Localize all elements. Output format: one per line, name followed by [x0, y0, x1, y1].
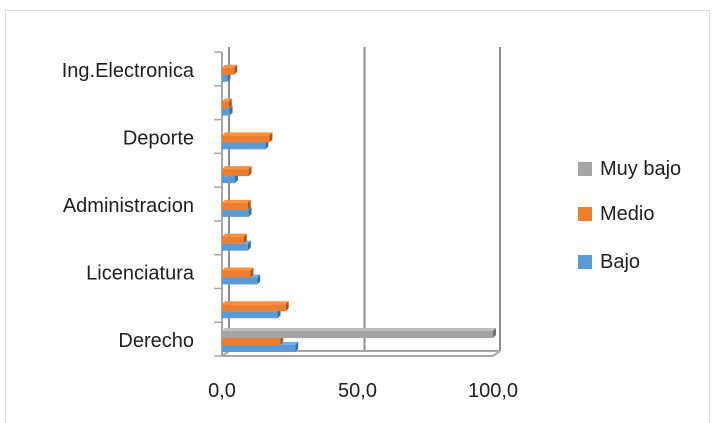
bar-bajo-7-side: [229, 105, 233, 116]
bar-medio-3: [222, 236, 244, 244]
bar-bajo-2-side: [257, 274, 261, 285]
bar-medio-5-side: [248, 166, 252, 177]
bar-muy-bajo-0: [222, 331, 493, 338]
bar-medio-3-top: [222, 233, 247, 237]
bar-medio-0: [222, 338, 281, 345]
category-label-derecho: Derecho: [118, 330, 194, 352]
bar-medio-6-side: [269, 132, 273, 143]
bar-bajo-2: [222, 277, 258, 285]
category-label-licenciatura: Licenciatura: [86, 263, 195, 285]
legend-label-muy-bajo: Muy bajo: [600, 158, 681, 180]
bar-muy-bajo-0-top: [222, 328, 496, 331]
bar-medio-8-top: [222, 64, 238, 68]
x-tick-label-0: 0,0: [208, 380, 236, 402]
chart-frame-top: [5, 10, 710, 11]
bar-medio-3-side: [243, 233, 247, 244]
bar-bajo-1: [222, 311, 278, 319]
floor-edge-right: [492, 350, 501, 357]
bar-medio-1: [222, 304, 286, 312]
bar-bajo-8: [222, 74, 228, 82]
bar-medio-2: [222, 270, 251, 278]
bar-bajo-7: [222, 108, 230, 116]
bar-bajo-4: [222, 209, 249, 217]
bar-medio-8: [222, 67, 235, 75]
bar-medio-5: [222, 169, 249, 177]
legend-label-medio: Medio: [600, 203, 654, 225]
bar-medio-1-side: [285, 301, 289, 312]
bar-medio-6: [222, 135, 270, 143]
bar-medio-7-side: [228, 98, 232, 109]
bar-bajo-3: [222, 243, 248, 251]
category-label-administracion: Administracion: [63, 195, 194, 217]
bar-medio-4-side: [247, 199, 251, 210]
bar-bajo-4-side: [248, 206, 252, 217]
bar-medio-2-top: [222, 267, 254, 271]
category-label-ing-electronica: Ing.Electronica: [62, 60, 195, 82]
legend-label-bajo: Bajo: [600, 251, 640, 273]
bar-bajo-5: [222, 176, 236, 184]
x-tick-label-1: 50,0: [338, 380, 377, 402]
bar-medio-4-top: [222, 199, 251, 203]
chart-frame-right: [709, 10, 710, 423]
bar-medio-7-top: [222, 98, 232, 102]
bar-bajo-3-side: [247, 240, 251, 251]
legend-swatch-bajo: [578, 255, 592, 269]
bar-medio-6-top: [222, 132, 273, 136]
bar-medio-7: [222, 101, 229, 109]
bar-muy-bajo-0-side: [493, 328, 496, 338]
chart-frame-left: [5, 10, 6, 423]
bar-medio-4: [222, 202, 248, 210]
legend-swatch-muy-bajo: [578, 162, 592, 176]
x-tick-label-2: 100,0: [468, 380, 518, 402]
bar-medio-5-top: [222, 166, 252, 170]
bar-bajo-0-side: [295, 342, 299, 352]
category-label-deporte: Deporte: [123, 127, 194, 149]
bar-medio-2-side: [250, 267, 254, 278]
bar-medio-8-side: [234, 64, 238, 75]
bar-bajo-6: [222, 142, 266, 150]
bar-bajo-0: [222, 345, 296, 352]
bar-medio-1-top: [222, 301, 289, 305]
legend-swatch-medio: [578, 207, 592, 221]
